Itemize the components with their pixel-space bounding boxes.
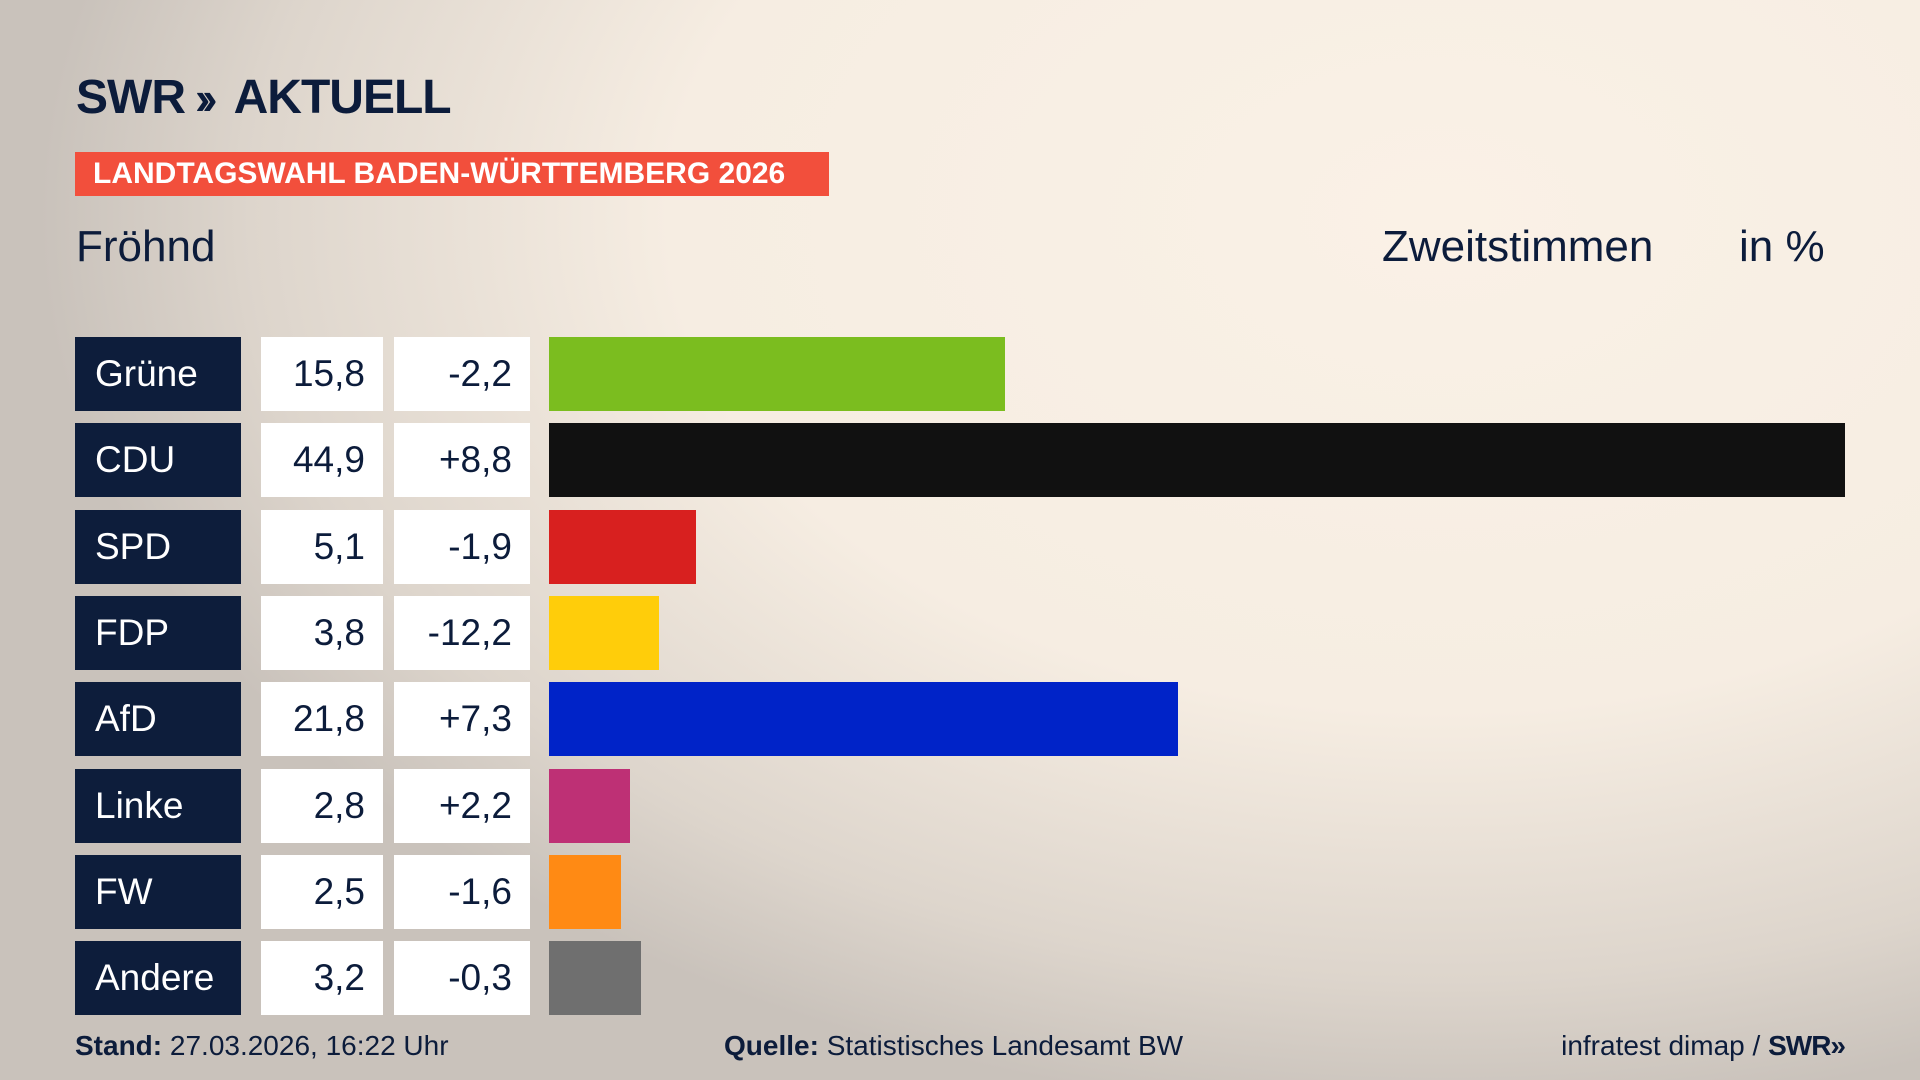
bar-spd <box>549 509 697 584</box>
value-label: 2,8 <box>261 768 383 843</box>
change-label: -2,2 <box>394 337 530 411</box>
party-label: Linke <box>75 768 241 843</box>
change-label: +8,8 <box>394 423 530 498</box>
source-value: Statistisches Landesamt BW <box>826 1030 1184 1061</box>
party-label: AfD <box>75 682 241 757</box>
logo-aktuell: AKTUELL <box>233 71 452 124</box>
source-label: Quelle: <box>724 1030 819 1061</box>
result-row: SPD 5,1 -1,9 <box>0 509 1920 584</box>
party-label: FDP <box>75 595 241 670</box>
bar-linke <box>549 768 630 843</box>
value-label: 5,1 <box>261 509 383 584</box>
metric-label: Zweitstimmen <box>1382 222 1654 271</box>
change-label: -0,3 <box>394 941 530 1016</box>
result-row: Andere 3,2 -0,3 <box>0 941 1920 1016</box>
bar-andere <box>549 941 642 1016</box>
bar-afd <box>549 682 1179 757</box>
party-label: SPD <box>75 509 241 584</box>
bar-fw <box>549 854 622 929</box>
party-label: Grüne <box>75 337 241 411</box>
result-row: AfD 21,8 +7,3 <box>0 682 1920 757</box>
chevrons-icon: ›› <box>194 71 217 124</box>
value-label: 21,8 <box>261 682 383 757</box>
change-label: -1,9 <box>394 509 530 584</box>
value-label: 3,2 <box>261 941 383 1016</box>
swr-aktuell-logo: SWR ›› AKTUELL <box>76 70 452 125</box>
result-row: Grüne 15,8 -2,2 <box>0 337 1920 411</box>
bar-cdu <box>549 423 1845 498</box>
region-title: Fröhnd <box>76 222 216 271</box>
change-label: -1,6 <box>394 854 530 929</box>
footer-stand: Stand: 27.03.2026, 16:22 Uhr <box>75 1030 449 1062</box>
change-label: +7,3 <box>394 682 530 757</box>
party-label: FW <box>75 854 241 929</box>
value-label: 15,8 <box>261 337 383 411</box>
result-row: Linke 2,8 +2,2 <box>0 768 1920 843</box>
party-label: CDU <box>75 423 241 498</box>
bar-grüne <box>549 337 1006 411</box>
bar-fdp <box>549 595 659 670</box>
result-row: FDP 3,8 -12,2 <box>0 595 1920 670</box>
swr-logo-small: SWR» <box>1768 1030 1846 1061</box>
logo-swr: SWR <box>76 71 186 124</box>
party-label: Andere <box>75 941 241 1016</box>
stand-label: Stand: <box>75 1030 163 1061</box>
value-label: 44,9 <box>261 423 383 498</box>
change-label: +2,2 <box>394 768 530 843</box>
stand-value: 27.03.2026, 16:22 Uhr <box>169 1030 449 1061</box>
footer-source: Quelle: Statistisches Landesamt BW <box>724 1030 1183 1062</box>
credit-text: infratest dimap / <box>1561 1030 1761 1061</box>
value-label: 3,8 <box>261 595 383 670</box>
unit-label: in % <box>1739 222 1825 271</box>
result-row: FW 2,5 -1,6 <box>0 854 1920 929</box>
change-label: -12,2 <box>394 595 530 670</box>
footer-credit: infratest dimap / SWR» <box>1561 1030 1846 1062</box>
value-label: 2,5 <box>261 854 383 929</box>
election-banner: LANDTAGSWAHL BADEN-WÜRTTEMBERG 2026 <box>75 152 829 196</box>
result-row: CDU 44,9 +8,8 <box>0 423 1920 498</box>
